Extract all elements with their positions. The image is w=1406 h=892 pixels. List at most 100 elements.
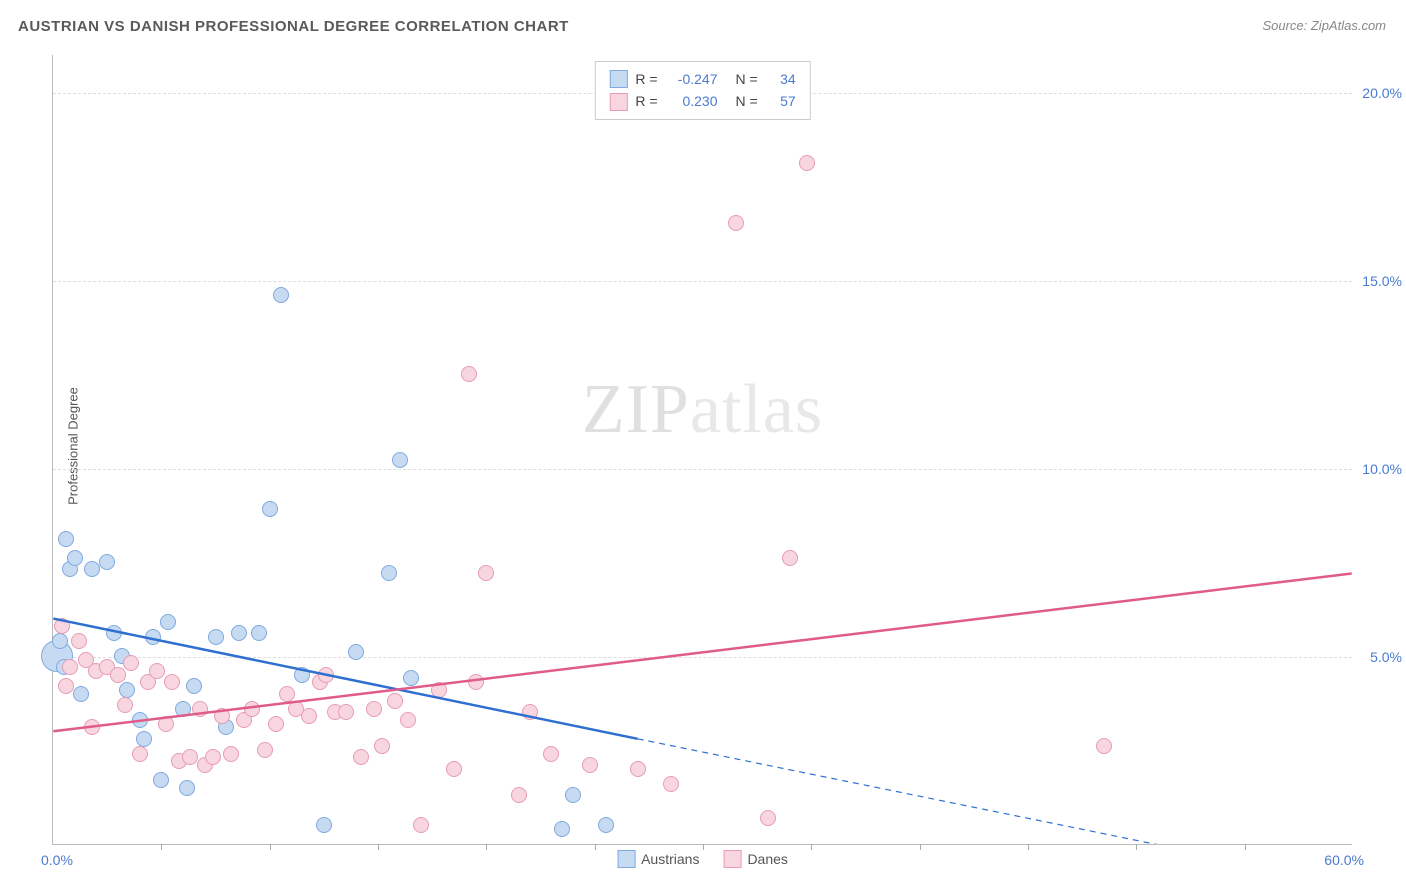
scatter-point	[598, 817, 614, 833]
scatter-point	[728, 215, 744, 231]
scatter-point	[99, 554, 115, 570]
scatter-point	[522, 704, 538, 720]
stat-r-value: 0.230	[666, 90, 718, 112]
source-attribution: Source: ZipAtlas.com	[1262, 18, 1386, 33]
scatter-point	[223, 746, 239, 762]
stat-n-label: N =	[736, 90, 758, 112]
x-tick	[161, 844, 162, 850]
scatter-point	[478, 565, 494, 581]
scatter-point	[192, 701, 208, 717]
scatter-point	[52, 633, 68, 649]
y-tick-label: 15.0%	[1362, 273, 1402, 289]
x-axis-max-label: 60.0%	[1324, 852, 1364, 868]
gridline	[53, 469, 1352, 470]
x-axis-min-label: 0.0%	[41, 852, 73, 868]
legend-swatch	[617, 850, 635, 868]
x-tick	[486, 844, 487, 850]
scatter-point	[338, 704, 354, 720]
stat-r-value: -0.247	[666, 68, 718, 90]
scatter-point	[582, 757, 598, 773]
scatter-point	[73, 686, 89, 702]
x-tick	[270, 844, 271, 850]
scatter-point	[119, 682, 135, 698]
scatter-point	[431, 682, 447, 698]
scatter-point	[782, 550, 798, 566]
stat-n-label: N =	[736, 68, 758, 90]
scatter-point	[244, 701, 260, 717]
scatter-point	[301, 708, 317, 724]
scatter-point	[279, 686, 295, 702]
scatter-point	[205, 749, 221, 765]
scatter-point	[208, 629, 224, 645]
y-tick-label: 10.0%	[1362, 461, 1402, 477]
scatter-point	[318, 667, 334, 683]
scatter-point	[294, 667, 310, 683]
scatter-point	[446, 761, 462, 777]
legend-item: Danes	[723, 850, 787, 868]
scatter-point	[145, 629, 161, 645]
stat-n-value: 57	[766, 90, 796, 112]
scatter-point	[366, 701, 382, 717]
y-tick-label: 5.0%	[1370, 649, 1402, 665]
series-legend: Austrians Danes	[617, 850, 788, 868]
legend-label: Danes	[747, 851, 787, 867]
x-tick	[1245, 844, 1246, 850]
scatter-point	[400, 712, 416, 728]
x-tick	[920, 844, 921, 850]
stat-n-value: 34	[766, 68, 796, 90]
chart-title: AUSTRIAN VS DANISH PROFESSIONAL DEGREE C…	[18, 18, 569, 35]
scatter-point	[182, 749, 198, 765]
stats-row: R = -0.247 N = 34	[609, 68, 795, 90]
scatter-point	[186, 678, 202, 694]
scatter-point	[468, 674, 484, 690]
scatter-point	[160, 614, 176, 630]
stats-legend-box: R = -0.247 N = 34R = 0.230 N = 57	[594, 61, 810, 120]
y-tick-label: 20.0%	[1362, 85, 1402, 101]
scatter-plot: ZIPatlas R =-0.247N =34R =0.230N =57 0.0…	[52, 55, 1352, 845]
x-tick	[595, 844, 596, 850]
x-tick	[1136, 844, 1137, 850]
x-tick	[378, 844, 379, 850]
scatter-point	[123, 655, 139, 671]
scatter-point	[58, 678, 74, 694]
scatter-point	[353, 749, 369, 765]
scatter-point	[117, 697, 133, 713]
scatter-point	[175, 701, 191, 717]
scatter-point	[403, 670, 419, 686]
x-tick	[811, 844, 812, 850]
scatter-point	[58, 531, 74, 547]
gridline	[53, 657, 1352, 658]
scatter-point	[67, 550, 83, 566]
scatter-point	[106, 625, 122, 641]
scatter-point	[132, 712, 148, 728]
scatter-point	[268, 716, 284, 732]
scatter-point	[760, 810, 776, 826]
scatter-point	[84, 719, 100, 735]
scatter-point	[630, 761, 646, 777]
scatter-point	[381, 565, 397, 581]
scatter-point	[374, 738, 390, 754]
scatter-point	[62, 659, 78, 675]
scatter-point	[71, 633, 87, 649]
legend-item: Austrians	[617, 850, 699, 868]
scatter-point	[387, 693, 403, 709]
scatter-point	[461, 366, 477, 382]
scatter-point	[663, 776, 679, 792]
scatter-point	[179, 780, 195, 796]
scatter-point	[54, 618, 70, 634]
scatter-point	[554, 821, 570, 837]
legend-swatch	[723, 850, 741, 868]
scatter-point	[262, 501, 278, 517]
scatter-point	[84, 561, 100, 577]
watermark: ZIPatlas	[582, 370, 823, 450]
scatter-point	[257, 742, 273, 758]
scatter-point	[164, 674, 180, 690]
scatter-point	[316, 817, 332, 833]
scatter-point	[132, 746, 148, 762]
scatter-point	[1096, 738, 1112, 754]
stats-row: R =0.230N =57	[609, 90, 795, 112]
stat-r-label: R =	[635, 68, 657, 90]
scatter-point	[251, 625, 267, 641]
scatter-point	[110, 667, 126, 683]
legend-swatch	[609, 93, 627, 111]
